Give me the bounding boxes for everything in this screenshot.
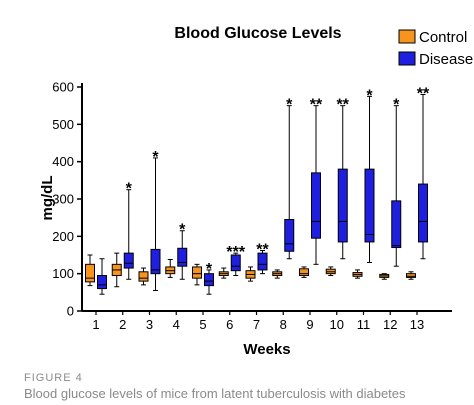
- iqr-box: [123, 252, 134, 269]
- disease-box-week-4: [177, 230, 188, 280]
- significance-mark: *: [126, 181, 133, 198]
- disease-box-week-10: [337, 105, 348, 260]
- disease-box-week-6: [230, 252, 241, 277]
- x-tick-label: 7: [253, 317, 260, 332]
- control-box-week-12: [379, 273, 390, 280]
- y-tick-label: 500: [52, 117, 74, 132]
- control-box-week-2: [111, 252, 122, 288]
- x-tick-label: 12: [383, 317, 397, 332]
- control-box-week-1: [85, 254, 95, 287]
- significance-markers: ******* *** ** ******: [126, 85, 430, 277]
- significance-mark: *: [179, 222, 186, 239]
- significance-mark: *: [206, 261, 213, 278]
- x-tick-label: 3: [146, 317, 153, 332]
- control-box-week-9: [299, 266, 309, 278]
- iqr-box: [311, 172, 321, 239]
- iqr-box: [97, 275, 107, 290]
- iqr-box: [204, 273, 214, 287]
- control-box-week-4: [165, 258, 176, 278]
- disease-box-week-12: [391, 105, 402, 267]
- legend-swatch-disease: [398, 51, 416, 66]
- control-box-week-3: [138, 267, 149, 286]
- boxplot-chart: Blood Glucose Levels mg/dL Weeks Control…: [39, 25, 473, 358]
- x-tick-label: 2: [119, 317, 126, 332]
- significance-mark: *: [152, 149, 159, 166]
- iqr-box: [230, 254, 241, 272]
- y-axis-label: mg/dL: [39, 176, 56, 221]
- x-tick-label: 8: [280, 317, 287, 332]
- iqr-box: [364, 168, 375, 243]
- significance-mark: *: [393, 97, 400, 114]
- legend: Control Disease: [398, 29, 473, 68]
- control-box-week-13: [406, 271, 416, 280]
- disease-box-week-9: [311, 105, 321, 265]
- iqr-box: [299, 268, 309, 277]
- disease-box-week-11: [364, 95, 375, 263]
- x-tick-label: 13: [410, 317, 424, 332]
- significance-mark: ***: [226, 244, 245, 261]
- x-axis-label: Weeks: [243, 341, 290, 358]
- boxes: [85, 93, 428, 295]
- x-tick-label: 11: [357, 317, 371, 332]
- y-tick-label: 0: [67, 304, 74, 319]
- x-tick-label: 9: [306, 317, 313, 332]
- iqr-box: [138, 271, 149, 282]
- x-tick-label: 4: [173, 317, 180, 332]
- x-tick-label: 1: [92, 317, 99, 332]
- legend-label-disease: Disease: [419, 51, 473, 68]
- legend-swatch-control: [398, 29, 416, 44]
- x-tick-label: 6: [226, 317, 233, 332]
- significance-mark: **: [417, 85, 430, 102]
- significance-mark: **: [310, 97, 323, 114]
- iqr-box: [284, 219, 295, 252]
- disease-box-week-5: [204, 269, 214, 295]
- iqr-box: [177, 247, 188, 267]
- iqr-box: [192, 266, 202, 279]
- significance-mark: *: [366, 87, 373, 104]
- disease-box-week-8: [284, 105, 295, 260]
- figure-caption: Blood glucose levels of mice from latent…: [24, 386, 406, 401]
- chart-title: Blood Glucose Levels: [174, 25, 341, 42]
- iqr-box: [418, 183, 428, 243]
- x-tick-label: 10: [330, 317, 344, 332]
- control-box-week-5: [192, 263, 202, 286]
- x-tick-label: 5: [199, 317, 206, 332]
- y-tick-label: 100: [52, 266, 74, 281]
- disease-box-week-13: [418, 93, 428, 260]
- y-tick-label: 600: [52, 80, 74, 95]
- disease-box-week-2: [123, 189, 134, 280]
- iqr-box: [391, 200, 402, 249]
- iqr-box: [337, 168, 348, 243]
- iqr-box: [406, 273, 416, 278]
- iqr-box: [257, 252, 268, 271]
- control-box-week-7: [245, 266, 256, 282]
- significance-mark: **: [256, 242, 269, 259]
- disease-box-week-1: [97, 258, 107, 295]
- y-tick-label: 200: [52, 229, 74, 244]
- iqr-box: [150, 248, 161, 275]
- control-box-week-10: [325, 266, 336, 277]
- control-box-week-11: [352, 269, 363, 279]
- y-tick-label: 400: [52, 154, 74, 169]
- disease-box-week-7: [257, 250, 268, 275]
- legend-label-control: Control: [419, 29, 467, 46]
- significance-mark: *: [286, 97, 293, 114]
- control-box-week-6: [218, 267, 229, 279]
- y-tick-label: 300: [52, 192, 74, 207]
- disease-box-week-3: [150, 157, 161, 291]
- iqr-box: [85, 263, 95, 283]
- figure-label: FIGURE 4: [24, 372, 83, 384]
- significance-mark: **: [337, 97, 350, 114]
- control-box-week-8: [272, 269, 283, 279]
